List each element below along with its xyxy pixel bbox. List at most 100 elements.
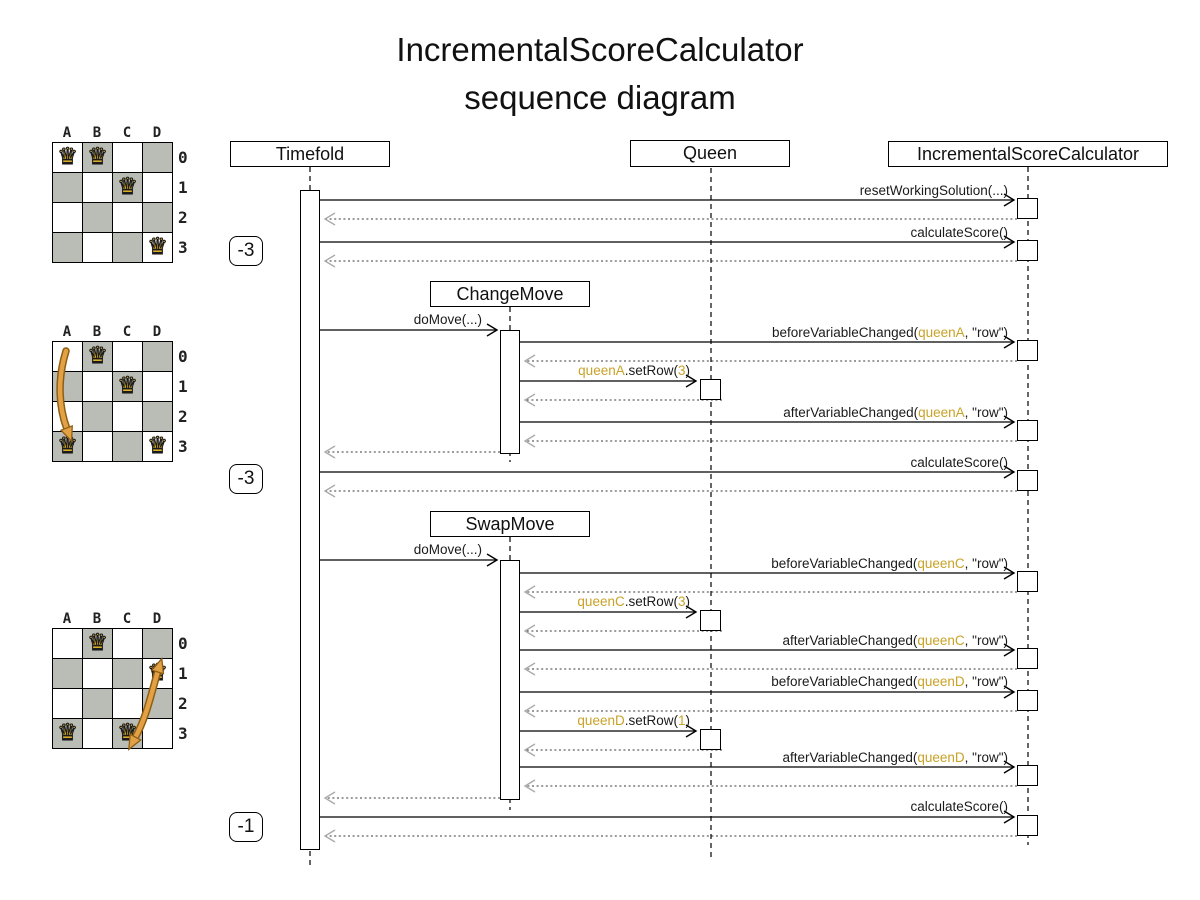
activation-bar-timefold — [300, 190, 320, 850]
board-cell-D0 — [143, 342, 172, 371]
label-text: afterVariableChanged( — [782, 633, 918, 648]
activation-calculator — [1017, 648, 1038, 669]
board-cell-B1 — [83, 659, 112, 688]
activation-calculator — [1017, 690, 1038, 711]
board-cell-A1 — [53, 173, 82, 202]
board-cell-B1 — [83, 173, 112, 202]
board-cell-B3 — [83, 719, 112, 748]
message-label-before-variable-changed-queend: beforeVariableChanged(queenD, "row") — [538, 673, 1008, 690]
board-cell-C3 — [113, 432, 142, 461]
board-cell-A1 — [53, 659, 82, 688]
board-cell-A1 — [53, 372, 82, 401]
board-grid: ♛ ♛ ♛ ♛ — [52, 142, 173, 263]
move-box-swapmove: SwapMove — [430, 511, 590, 537]
row-label: 1 — [178, 664, 188, 683]
message-label-do-move-1: doMove(...) — [320, 311, 482, 328]
row-label: 3 — [178, 724, 188, 743]
queen-icon: ♛ — [87, 629, 109, 656]
board-cell-D3: ♛ — [143, 233, 172, 262]
board-cell-D2 — [143, 203, 172, 232]
board-cell-C0 — [113, 143, 142, 172]
message-label-after-variable-changed-queenc: afterVariableChanged(queenC, "row") — [538, 632, 1008, 649]
column-label: D — [152, 125, 162, 141]
row-label: 2 — [178, 208, 188, 227]
label-text: calculateScore() — [910, 455, 1008, 470]
board-row-labels: 0 1 2 3 — [178, 629, 188, 749]
board-row-labels: 0 1 2 3 — [178, 143, 188, 263]
chessboard-initial: A B C D ♛ ♛ ♛ ♛ 0 1 2 3 — [52, 126, 252, 271]
score-badge-1: -3 — [229, 236, 263, 266]
label-text: .setRow( — [624, 594, 678, 609]
board-cell-B0: ♛ — [83, 143, 112, 172]
board-cell-B3 — [83, 233, 112, 262]
board-cell-B1 — [83, 372, 112, 401]
activation-queen — [700, 729, 721, 750]
board-column-labels: A B C D — [52, 325, 173, 340]
label-text: ) — [685, 713, 691, 728]
board-cell-D2 — [143, 689, 172, 718]
lifeline-header-timefold: Timefold — [230, 141, 390, 167]
score-badge-3: -1 — [229, 812, 263, 842]
label-text: resetWorkingSolution(...) — [859, 183, 1008, 198]
board-grid: ♛ ♛ ♛ ♛ — [52, 341, 173, 462]
highlighted-argument: queenD — [917, 750, 965, 765]
highlighted-argument: 1 — [677, 713, 686, 728]
activation-bar-changemove — [500, 330, 520, 454]
column-label: B — [92, 324, 102, 340]
activation-calculator — [1017, 765, 1038, 786]
label-text: beforeVariableChanged( — [772, 325, 919, 340]
queen-icon: ♛ — [117, 372, 139, 399]
message-label-do-move-2: doMove(...) — [320, 541, 482, 558]
queen-icon: ♛ — [87, 143, 109, 170]
highlighted-argument: queenD — [917, 674, 965, 689]
activation-queen — [700, 379, 721, 400]
title-line2: sequence diagram — [464, 79, 736, 116]
chessboard-after-changemove: A B C D ♛ ♛ ♛ ♛ 0 1 2 3 — [52, 325, 252, 470]
board-cell-C3: ♛ — [113, 719, 142, 748]
column-label: C — [122, 611, 132, 627]
row-label: 2 — [178, 407, 188, 426]
message-label-reset-working-solution: resetWorkingSolution(...) — [538, 182, 1008, 199]
queen-icon: ♛ — [57, 432, 79, 459]
board-cell-C0 — [113, 629, 142, 658]
row-label: 2 — [178, 694, 188, 713]
title-line1: IncrementalScoreCalculator — [396, 31, 804, 68]
row-label: 3 — [178, 238, 188, 257]
label-text: ) — [685, 594, 691, 609]
highlighted-argument: queenC — [917, 556, 965, 571]
label-text: , "row") — [964, 633, 1008, 648]
label-text: beforeVariableChanged( — [771, 674, 918, 689]
board-cell-D1 — [143, 173, 172, 202]
chessboard-after-swapmove: A B C D ♛ ♛ ♛ ♛ 0 1 2 3 — [52, 612, 252, 757]
lifeline-header-queen: Queen — [630, 140, 790, 167]
column-label: A — [62, 125, 72, 141]
board-cell-B3 — [83, 432, 112, 461]
queen-icon: ♛ — [87, 342, 109, 369]
activation-calculator — [1017, 815, 1038, 836]
board-cell-D3 — [143, 719, 172, 748]
message-label-after-variable-changed-queend: afterVariableChanged(queenD, "row") — [538, 749, 1008, 766]
board-cell-A3: ♛ — [53, 719, 82, 748]
row-label: 0 — [178, 148, 188, 167]
activation-calculator — [1017, 420, 1038, 441]
label-text: afterVariableChanged( — [783, 405, 919, 420]
message-label-before-variable-changed-queena: beforeVariableChanged(queenA, "row") — [538, 324, 1008, 341]
board-cell-C2 — [113, 203, 142, 232]
column-label: C — [122, 324, 132, 340]
score-badge-2: -3 — [229, 464, 263, 494]
queen-icon: ♛ — [147, 233, 169, 260]
board-cell-D2 — [143, 402, 172, 431]
board-cell-B2 — [83, 402, 112, 431]
board-row-labels: 0 1 2 3 — [178, 342, 188, 462]
board-cell-D1: ♛ — [143, 659, 172, 688]
board-cell-B0: ♛ — [83, 342, 112, 371]
board-cell-C1: ♛ — [113, 173, 142, 202]
queen-icon: ♛ — [57, 143, 79, 170]
board-cell-A2 — [53, 689, 82, 718]
row-label: 1 — [178, 178, 188, 197]
board-cell-C1 — [113, 659, 142, 688]
board-cell-A3 — [53, 233, 82, 262]
activation-calculator — [1017, 198, 1038, 219]
activation-calculator — [1017, 340, 1038, 361]
board-cell-A3: ♛ — [53, 432, 82, 461]
